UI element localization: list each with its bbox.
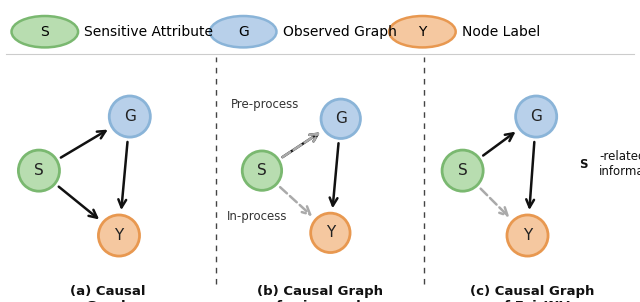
Circle shape: [310, 213, 350, 252]
Circle shape: [442, 150, 483, 191]
Text: S: S: [579, 158, 588, 171]
Text: S: S: [458, 163, 467, 178]
Text: G: G: [335, 111, 347, 126]
Circle shape: [321, 99, 360, 139]
Circle shape: [109, 96, 150, 137]
Circle shape: [516, 96, 557, 137]
Text: G: G: [124, 109, 136, 124]
Text: Y: Y: [326, 225, 335, 240]
Text: S: S: [257, 163, 267, 178]
Text: Y: Y: [418, 25, 427, 39]
Circle shape: [242, 151, 282, 190]
Text: -related
information: -related information: [599, 150, 640, 178]
Text: Sensitive Attribute: Sensitive Attribute: [84, 25, 214, 39]
Text: (b) Causal Graph
of prior works: (b) Causal Graph of prior works: [257, 285, 383, 302]
Text: G: G: [530, 109, 542, 124]
Text: G: G: [238, 25, 248, 39]
Text: (c) Causal Graph
of FairINV: (c) Causal Graph of FairINV: [470, 285, 594, 302]
Text: Observed Graph: Observed Graph: [283, 25, 397, 39]
Text: Y: Y: [523, 228, 532, 243]
Circle shape: [99, 215, 140, 256]
Text: S: S: [34, 163, 44, 178]
Circle shape: [19, 150, 60, 191]
Text: Pre-process: Pre-process: [231, 98, 300, 111]
Text: Node Label: Node Label: [462, 25, 540, 39]
Circle shape: [507, 215, 548, 256]
Text: (a) Causal
Graph: (a) Causal Graph: [70, 285, 146, 302]
Text: Y: Y: [115, 228, 124, 243]
Text: In-process: In-process: [227, 210, 287, 223]
Text: S: S: [40, 25, 49, 39]
